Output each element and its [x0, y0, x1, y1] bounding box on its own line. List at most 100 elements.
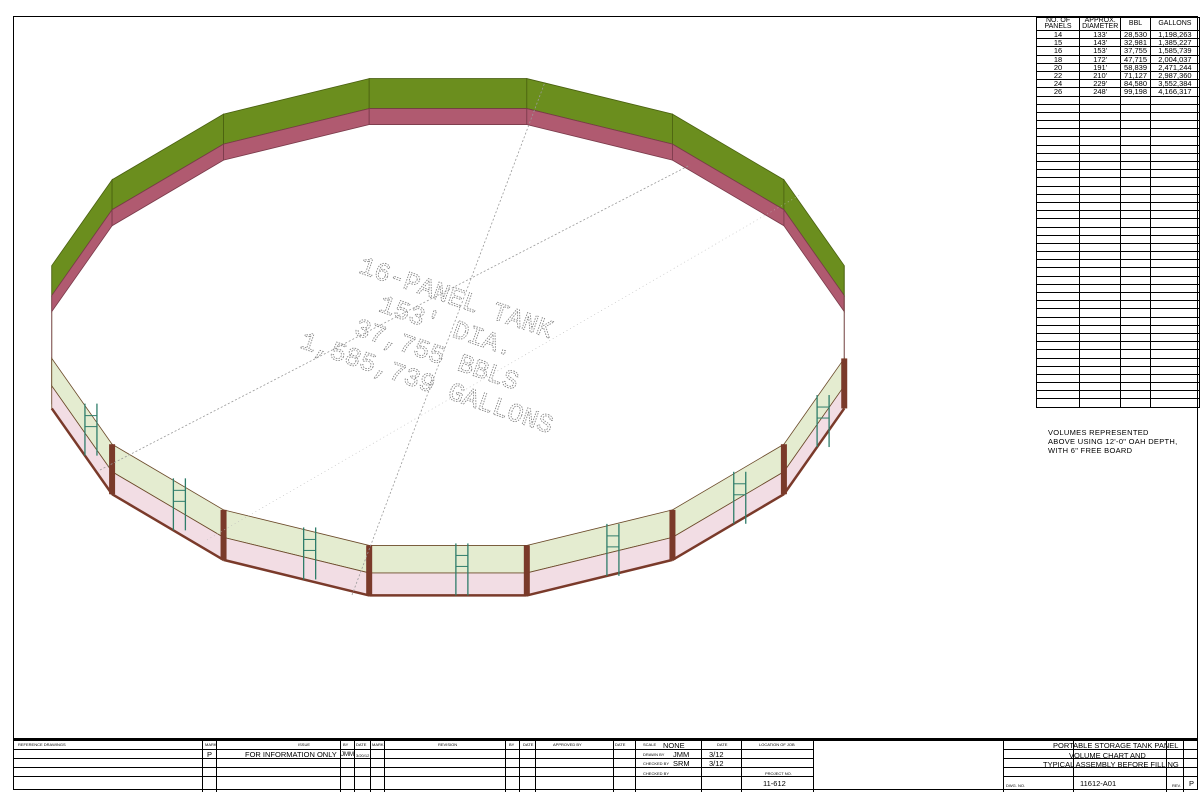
- table-cell: [1149, 95, 1200, 105]
- table-cell: [1079, 316, 1122, 326]
- table-cell: [1120, 300, 1151, 310]
- table-cell: [1120, 283, 1151, 294]
- table-row: [1035, 382, 1200, 392]
- table-cell: [1079, 201, 1122, 212]
- table-row: [1035, 201, 1200, 212]
- dwg-no-label: DWG. NO.: [1006, 783, 1026, 788]
- table-cell: [1120, 234, 1151, 244]
- table-row: [1035, 234, 1200, 244]
- table-cell: [1120, 193, 1151, 203]
- table-cell: [1079, 234, 1122, 244]
- table-cell: 99,198: [1120, 87, 1151, 97]
- tank-panel-outer-lower: [368, 572, 528, 596]
- table-cell: [1120, 382, 1151, 392]
- tank-panel-inner-upper: [368, 78, 528, 109]
- table-cell: [1079, 242, 1122, 253]
- table-cell: [1149, 390, 1200, 400]
- table-cell: [1079, 259, 1122, 269]
- col-header: APPROX. DIAMETER: [1079, 17, 1122, 31]
- table-row: [1035, 193, 1200, 203]
- date-label: DATE: [717, 742, 728, 747]
- panel-base: [526, 558, 673, 597]
- table-cell: [1149, 267, 1200, 277]
- table-row: [1035, 152, 1200, 163]
- table-row: [1035, 324, 1200, 334]
- tank-panel-inner-lower: [368, 108, 528, 125]
- issue-text: FOR INFORMATION ONLY: [245, 750, 337, 759]
- table-cell: [1035, 291, 1081, 302]
- table-cell: [1079, 341, 1122, 351]
- table-cell: [1149, 185, 1200, 195]
- table-cell: [1149, 291, 1200, 302]
- table-row: [1035, 275, 1200, 285]
- table-row: [1035, 365, 1200, 375]
- table-cell: [1035, 341, 1081, 351]
- table-cell: [1035, 242, 1081, 253]
- drawing-title-line: VOLUME CHART AND: [1069, 751, 1146, 760]
- panel-post: [780, 444, 787, 495]
- table-row: 14 133' 28,530 1,198,263: [1035, 29, 1200, 40]
- table-row: [1035, 398, 1200, 408]
- table-cell: [1149, 357, 1200, 367]
- date-label: DATE: [523, 742, 534, 747]
- table-cell: [1120, 185, 1151, 195]
- table-cell: [1149, 234, 1200, 244]
- table-row: [1035, 242, 1200, 253]
- table-cell: [1079, 177, 1122, 187]
- panel-post: [841, 358, 848, 409]
- table-cell: [1035, 283, 1081, 294]
- table-cell: [1079, 103, 1122, 113]
- table-cell: [1149, 218, 1200, 228]
- table-row: [1035, 111, 1200, 122]
- table-cell: [1035, 398, 1081, 408]
- panel-post: [669, 509, 676, 560]
- panel-post: [109, 444, 116, 495]
- panel-post: [366, 545, 373, 596]
- table-cell: [1035, 120, 1081, 130]
- table-cell: [1035, 234, 1081, 244]
- table-cell: [1079, 218, 1122, 228]
- table-cell: [1149, 152, 1200, 163]
- table-row: [1035, 169, 1200, 179]
- panel-post: [523, 545, 530, 596]
- table-cell: [1120, 95, 1151, 105]
- table-row: [1035, 349, 1200, 359]
- table-cell: [1120, 111, 1151, 122]
- table-cell: [1079, 267, 1122, 277]
- diameter-lines: [99, 81, 801, 596]
- table-cell: [1120, 341, 1151, 351]
- table-cell: [1120, 308, 1151, 318]
- table-row: [1035, 210, 1200, 220]
- table-cell: [1120, 398, 1151, 408]
- table-cell: [1149, 144, 1200, 154]
- table-cell: [1079, 226, 1122, 236]
- table-cell: [1120, 390, 1151, 400]
- revision-label: REVISION: [438, 742, 458, 747]
- table-cell: [1120, 177, 1151, 187]
- table-cell: [1079, 382, 1122, 392]
- table-cell: [1079, 136, 1122, 146]
- table-cell: 26: [1035, 87, 1081, 97]
- table-row: [1035, 300, 1200, 310]
- table-cell: [1079, 95, 1122, 105]
- volume-note: VOLUMES REPRESENTED ABOVE USING 12'-0" O…: [1048, 428, 1178, 455]
- table-row: [1035, 103, 1200, 113]
- table-cell: [1120, 316, 1151, 326]
- table-cell: [1149, 160, 1200, 171]
- table-cell: [1149, 242, 1200, 253]
- title-block: REFERENCE DRAWINGS MARK ISSUE BY DATE MA…: [13, 738, 1198, 792]
- col-header: BBL: [1120, 17, 1151, 31]
- table-cell: [1079, 120, 1122, 130]
- table-row: 26 248' 99,198 4,166,317: [1035, 87, 1200, 97]
- col-header: NO. OF PANELS: [1035, 17, 1081, 31]
- table-cell: [1035, 357, 1081, 367]
- table-cell: [1079, 300, 1122, 310]
- table-row: [1035, 283, 1200, 294]
- checked-by: SRM: [673, 759, 690, 768]
- table-cell: [1149, 128, 1200, 138]
- panel-base: [223, 558, 370, 597]
- ladder: [816, 395, 830, 448]
- table-cell: [1120, 128, 1151, 138]
- panel-base: [111, 493, 225, 561]
- table-cell: [1120, 226, 1151, 236]
